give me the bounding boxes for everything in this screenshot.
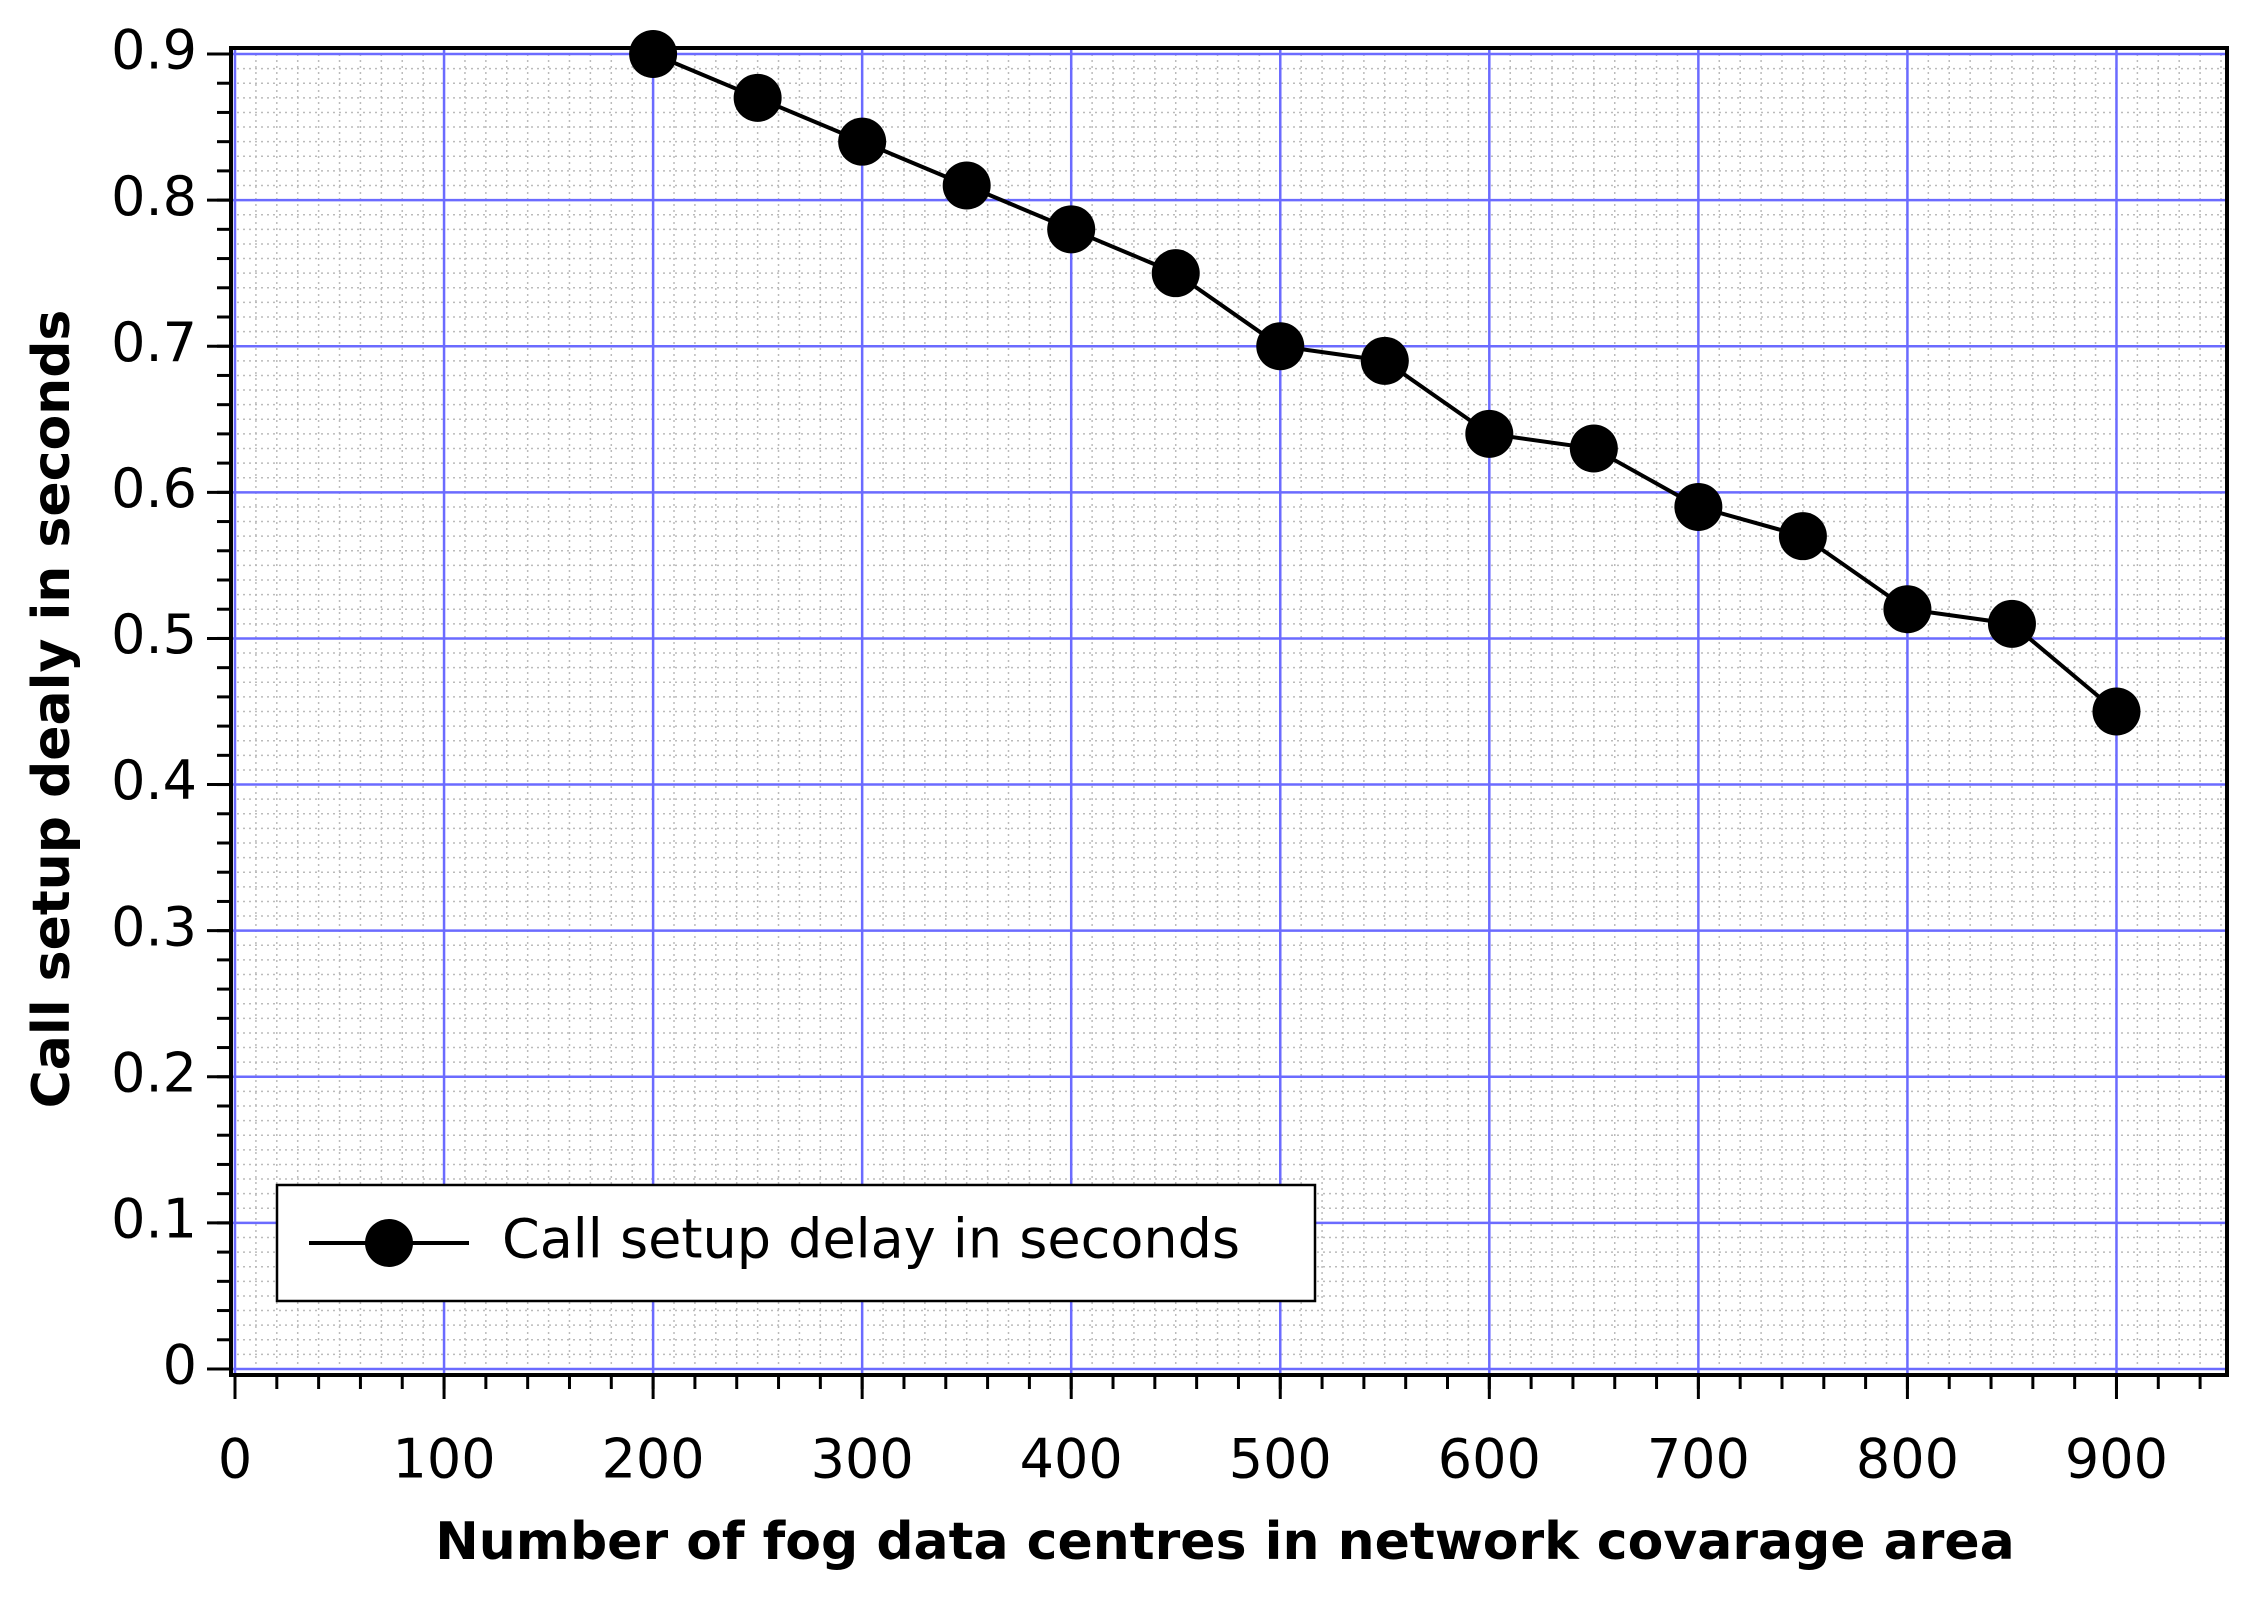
x-tick-label: 800 bbox=[1856, 1428, 1959, 1491]
x-tick-label: 500 bbox=[1229, 1428, 1332, 1491]
x-tick-label: 200 bbox=[602, 1428, 705, 1491]
y-tick-label: 0.3 bbox=[111, 895, 197, 958]
point bbox=[2092, 687, 2141, 736]
y-axis-title: Call setup dealy in seconds bbox=[22, 310, 82, 1109]
point bbox=[1047, 205, 1096, 254]
point bbox=[1151, 249, 1200, 298]
y-tick-label: 0.9 bbox=[111, 19, 197, 82]
y-tick-label: 0 bbox=[163, 1334, 197, 1397]
x-tick-label: 0 bbox=[218, 1428, 252, 1491]
point bbox=[1674, 482, 1723, 531]
point bbox=[1360, 336, 1409, 385]
point bbox=[1256, 322, 1305, 371]
y-tick-label: 0.1 bbox=[111, 1188, 197, 1251]
x-tick-label: 400 bbox=[1020, 1428, 1123, 1491]
point bbox=[1987, 599, 2036, 648]
point bbox=[733, 73, 782, 122]
y-tick-label: 0.2 bbox=[111, 1041, 197, 1104]
point bbox=[629, 30, 678, 78]
y-tick-label: 0.5 bbox=[111, 603, 197, 666]
y-tick-label: 0.4 bbox=[111, 749, 197, 812]
x-tick-label: 600 bbox=[1438, 1428, 1541, 1491]
point bbox=[1778, 512, 1827, 561]
legend-marker bbox=[365, 1219, 413, 1267]
y-tick-label: 0.7 bbox=[111, 311, 197, 374]
point bbox=[838, 117, 887, 166]
point bbox=[1883, 585, 1932, 634]
x-tick-label: 700 bbox=[1647, 1428, 1750, 1491]
point bbox=[1465, 409, 1514, 458]
x-tick-label: 100 bbox=[393, 1428, 496, 1491]
y-tick-label: 0.8 bbox=[111, 165, 197, 228]
point bbox=[1569, 424, 1618, 473]
y-tick-label: 0.6 bbox=[111, 457, 197, 520]
point bbox=[942, 161, 991, 210]
x-axis-title: Number of fog data centres in network co… bbox=[435, 1512, 2015, 1572]
plot-frame bbox=[229, 46, 2229, 1377]
legend-label: Call setup delay in seconds bbox=[502, 1208, 1240, 1271]
x-tick-label: 900 bbox=[2065, 1428, 2168, 1491]
x-tick-label: 300 bbox=[811, 1428, 914, 1491]
